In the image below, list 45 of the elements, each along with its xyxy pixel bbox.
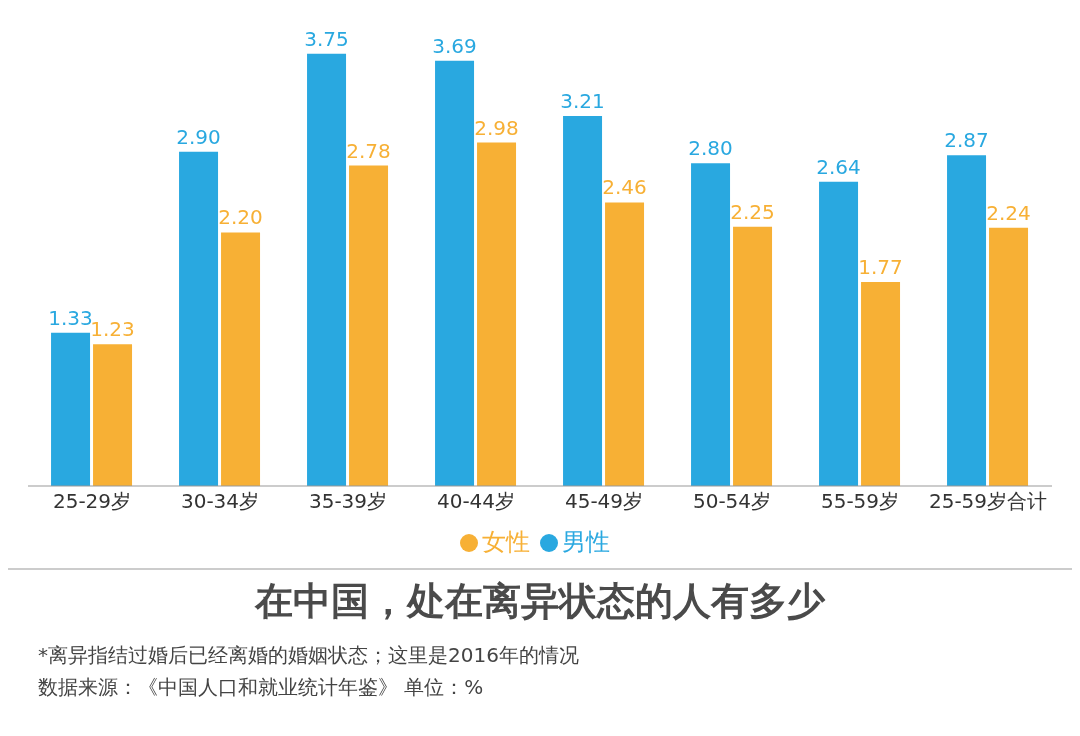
bar — [221, 232, 261, 486]
bar — [989, 227, 1029, 486]
bar — [861, 281, 901, 486]
text: 在中国，处在离异状态的人有多少 — [8, 568, 1072, 633]
source-note: 数据来源：《中国人口和就业统计年鉴》 单位：% — [38, 674, 485, 701]
x-tick-label: 30-34岁 — [180, 489, 260, 514]
bar — [179, 151, 219, 486]
data-label: 2.46 — [602, 175, 647, 200]
data-label: 1.23 — [90, 317, 135, 342]
data-label: 2.87 — [944, 128, 989, 153]
data-label: 2.20 — [218, 205, 263, 230]
x-tick-label: 25-29岁 — [52, 489, 132, 514]
bar — [435, 60, 475, 486]
bar — [477, 142, 517, 486]
bar — [605, 202, 645, 486]
data-label: 2.80 — [688, 136, 733, 161]
x-tick-label: 25-59岁合计 — [928, 489, 1048, 514]
data-label: 2.24 — [986, 200, 1031, 225]
bar — [691, 163, 731, 486]
x-tick-label: 45-49岁 — [564, 489, 644, 514]
x-tick-label: 40-44岁 — [436, 489, 516, 514]
bar — [947, 155, 987, 486]
legend-label: 女性 — [482, 528, 530, 556]
bar — [563, 116, 603, 486]
data-label: 2.64 — [816, 154, 861, 179]
data-label: 3.21 — [560, 89, 605, 114]
data-label: 2.90 — [176, 124, 221, 149]
data-label: 1.33 — [48, 305, 93, 330]
x-tick-label: 55-59岁 — [820, 489, 900, 514]
bar — [93, 344, 133, 486]
data-label: 1.77 — [858, 254, 903, 279]
bar — [349, 165, 389, 486]
x-tick-label: 35-39岁 — [308, 489, 388, 514]
x-tick-label: 50-54岁 — [692, 489, 772, 514]
legend-label: 男性 — [562, 528, 610, 556]
data-label: 2.25 — [730, 199, 775, 224]
bar — [819, 181, 859, 486]
data-label: 3.69 — [432, 33, 477, 58]
bar — [733, 226, 773, 486]
bar — [307, 53, 347, 486]
data-label: 2.98 — [474, 115, 519, 140]
data-label: 3.75 — [304, 26, 349, 51]
text: *离异指结过婚后已经离婚的婚姻状态；这里是2016年的情况 — [38, 642, 580, 669]
data-label: 2.78 — [346, 138, 391, 163]
bar — [51, 332, 91, 486]
